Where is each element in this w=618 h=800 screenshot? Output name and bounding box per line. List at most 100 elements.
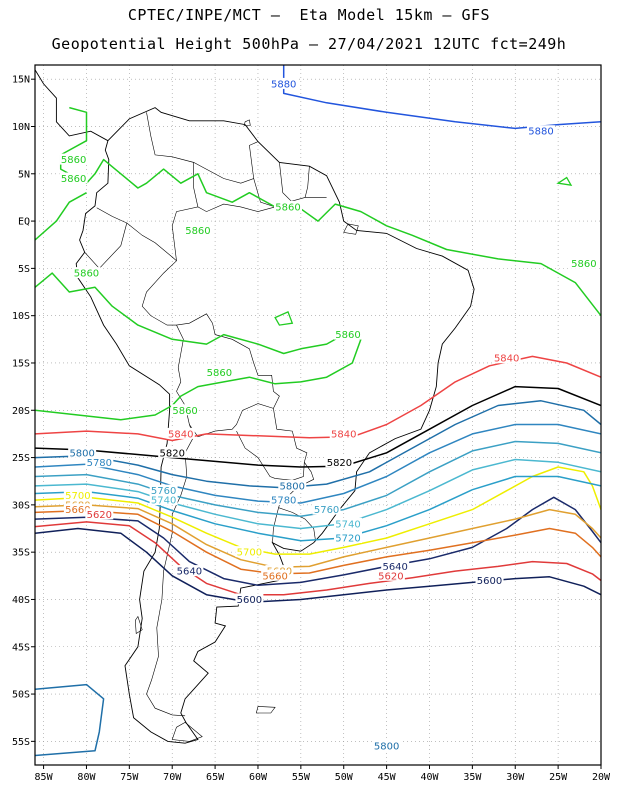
- contour-label-bg: [235, 593, 264, 605]
- contour-line-5680: [35, 504, 601, 569]
- contour-label-5620: 5620: [87, 510, 112, 521]
- lon-tick-label: 20W: [592, 772, 611, 783]
- country-border: [279, 162, 293, 203]
- map-title-line2: Geopotential Height 500hPa – 27/04/2021 …: [51, 35, 567, 53]
- contour-label-bg: [526, 125, 555, 137]
- contour-label-5760: 5760: [314, 505, 339, 516]
- contour-label-5620: 5620: [378, 571, 403, 582]
- contour-label-bg: [63, 503, 92, 515]
- contour-label-5600: 5600: [237, 595, 262, 606]
- contour-label-bg: [334, 531, 363, 543]
- contour-label-5840: 5840: [331, 429, 356, 440]
- country-border: [176, 313, 280, 409]
- contour-label-5720: 5720: [335, 533, 360, 544]
- contour-label-bg: [171, 404, 200, 416]
- contour-label-5860: 5860: [275, 202, 300, 213]
- contour-line-5620: [35, 521, 601, 596]
- contour-label-bg: [492, 352, 521, 364]
- contour-label-5780: 5780: [271, 496, 296, 507]
- contour-line-5600: [35, 527, 601, 604]
- contour-line-5660: [35, 509, 601, 575]
- contour-label-5860: 5860: [335, 330, 360, 341]
- contour-label-bg: [59, 172, 88, 184]
- contour-label-5780: 5780: [87, 458, 112, 469]
- contour-line-5700: [35, 466, 601, 555]
- contour-label-5800: 5800: [280, 481, 305, 492]
- grid-lines: [35, 65, 602, 765]
- contour-label-bg: [569, 257, 598, 269]
- contour-line-5880: [282, 65, 601, 130]
- contour-line-5840: [35, 355, 601, 442]
- contour-label-bg: [59, 153, 88, 165]
- lat-tick-label: 45S: [12, 642, 30, 653]
- country-border: [304, 166, 310, 198]
- contour-line-5780: [35, 423, 601, 504]
- lon-tick-label: 65W: [206, 772, 225, 783]
- lon-tick-label: 75W: [120, 772, 139, 783]
- contour-label-5700: 5700: [65, 491, 90, 502]
- contour-label-5740: 5740: [335, 519, 360, 530]
- contour-label-bg: [158, 446, 187, 458]
- contour-label-bg: [273, 200, 302, 212]
- country-border: [236, 408, 308, 481]
- axis-ticks: 85W 80W 75W 70W 65W 60W 55W 50W 45W 40W 35W 30W 25W 2…: [12, 75, 611, 783]
- country-border: [197, 203, 276, 212]
- contour-label-5860: 5860: [61, 155, 86, 166]
- island-outline: [255, 706, 276, 714]
- country-border: [189, 403, 274, 438]
- contour-label-bg: [205, 366, 234, 378]
- contour-line-5860: [556, 176, 573, 186]
- contour-line-5860: [35, 272, 362, 421]
- contour-label-bg: [381, 560, 410, 572]
- contour-label-5600: 5600: [477, 576, 502, 587]
- contour-label-5880: 5880: [271, 79, 296, 90]
- lon-tick-label: 60W: [249, 772, 268, 783]
- lon-tick-label: 80W: [77, 772, 96, 783]
- contour-label-bg: [85, 456, 114, 468]
- lat-tick-label: EQ: [18, 217, 30, 228]
- contour-label-5860: 5860: [172, 406, 197, 417]
- lat-tick-label: 10S: [12, 311, 30, 322]
- lat-tick-label: 10N: [12, 122, 30, 133]
- country-border: [146, 112, 199, 261]
- contour-label-5660: 5660: [262, 571, 287, 582]
- country-border: [84, 207, 128, 269]
- contour-line-5800: [35, 683, 105, 757]
- lat-tick-label: 55S: [12, 737, 30, 748]
- contour-label-bg: [334, 328, 363, 340]
- contour-label-5640: 5640: [382, 562, 407, 573]
- lat-tick-label: 30S: [12, 500, 30, 511]
- contour-label-5740: 5740: [151, 496, 176, 507]
- contour-label-5800: 5800: [374, 742, 399, 753]
- central-america-coastline: [35, 69, 109, 142]
- lon-tick-label: 70W: [163, 772, 182, 783]
- lat-tick-label: 25S: [12, 453, 30, 464]
- contour-label-5760: 5760: [151, 486, 176, 497]
- contour-label-bg: [183, 224, 212, 236]
- lon-tick-label: 55W: [292, 772, 311, 783]
- contour-label-bg: [235, 546, 264, 558]
- map-title-line1: CPTEC/INPE/MCT – Eta Model 15km – GFS: [127, 6, 491, 24]
- contour-line-5720: [35, 475, 601, 542]
- contour-line-5860: [274, 311, 294, 326]
- contour-label-bg: [149, 494, 178, 506]
- contour-line-5800: [35, 400, 601, 489]
- contour-label-5860: 5860: [74, 269, 99, 280]
- south-america-coastline: [75, 107, 475, 744]
- contour-label-bg: [312, 503, 341, 515]
- contour-label-bg: [376, 569, 405, 581]
- contour-label-5800: 5800: [69, 448, 94, 459]
- lat-tick-label: 15S: [12, 358, 30, 369]
- lat-tick-label: 5S: [18, 264, 30, 275]
- country-border: [278, 462, 316, 540]
- map-frame: [34, 64, 602, 766]
- contour-label-5820: 5820: [159, 448, 184, 459]
- contour-label-bg: [269, 494, 298, 506]
- lat-tick-label: 15N: [12, 75, 30, 86]
- contour-label-5660: 5660: [65, 505, 90, 516]
- island-outline: [343, 223, 359, 235]
- contour-label-bg: [175, 565, 204, 577]
- contour-label-bg: [329, 427, 358, 439]
- lon-tick-label: 45W: [378, 772, 397, 783]
